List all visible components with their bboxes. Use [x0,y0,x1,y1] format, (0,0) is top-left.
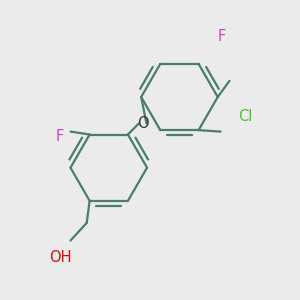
Text: O: O [137,116,148,131]
Text: F: F [218,29,226,44]
Text: Cl: Cl [238,109,253,124]
Text: OH: OH [49,250,71,265]
Text: F: F [56,129,64,144]
